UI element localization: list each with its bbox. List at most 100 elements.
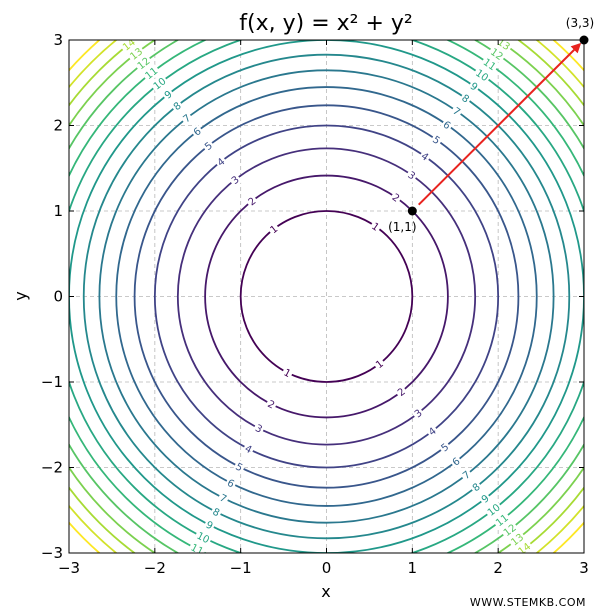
svg-text:2: 2 bbox=[390, 192, 402, 205]
svg-text:2: 2 bbox=[266, 399, 277, 412]
contour-level-5 bbox=[133, 104, 520, 489]
points: (1,1) (3,3) bbox=[388, 16, 594, 234]
point-label-1: (3,3) bbox=[566, 16, 594, 30]
svg-text:7: 7 bbox=[450, 106, 462, 119]
x-axis-ticks: −3 −2 −1 0 1 2 3 bbox=[58, 40, 589, 577]
contour-label-3-128: 3 bbox=[227, 172, 243, 188]
svg-text:2: 2 bbox=[247, 196, 259, 209]
contour-level-6 bbox=[115, 86, 538, 507]
svg-text:9: 9 bbox=[163, 89, 175, 102]
contour-level-13 bbox=[69, 40, 584, 553]
contour-label-8-243: 8 bbox=[209, 504, 224, 520]
contour-label-3-243: 3 bbox=[252, 420, 266, 436]
svg-text:3: 3 bbox=[230, 174, 242, 187]
svg-text:3: 3 bbox=[413, 408, 425, 421]
y-tick-label-3: 0 bbox=[53, 288, 63, 306]
svg-text:4: 4 bbox=[427, 426, 439, 439]
svg-text:1: 1 bbox=[268, 224, 280, 237]
x-tick-label-4: 1 bbox=[408, 559, 418, 577]
y-tick-label-4: 1 bbox=[53, 202, 63, 220]
svg-text:1: 1 bbox=[282, 367, 293, 380]
contour-label-14-308: 14 bbox=[514, 539, 535, 558]
point-label-0: (1,1) bbox=[388, 220, 416, 234]
x-tick-label-6: 3 bbox=[579, 559, 589, 577]
contour-label-4-128: 4 bbox=[213, 154, 229, 170]
contour-label-7-128: 7 bbox=[179, 110, 195, 126]
svg-text:4: 4 bbox=[243, 444, 254, 457]
chart-title: f(x, y) = x² + y² bbox=[239, 11, 412, 36]
x-tick-label-1: −2 bbox=[144, 559, 166, 577]
contour-label-11-243: 11 bbox=[187, 540, 208, 558]
contour-level-2 bbox=[204, 174, 449, 419]
svg-text:8: 8 bbox=[210, 507, 221, 520]
contour-level-8 bbox=[82, 53, 571, 540]
svg-text:3: 3 bbox=[405, 170, 417, 183]
contour-label-1-308: 1 bbox=[371, 356, 387, 372]
x-tick-label-2: −1 bbox=[230, 559, 252, 577]
contour-level-4 bbox=[153, 124, 500, 469]
svg-text:9: 9 bbox=[468, 81, 480, 94]
y-axis-label: y bbox=[11, 291, 30, 300]
contour-label-3-308: 3 bbox=[410, 405, 426, 421]
contour-label-10-243: 10 bbox=[193, 528, 214, 547]
svg-text:1: 1 bbox=[369, 221, 381, 234]
gradient-arrow bbox=[418, 42, 582, 206]
point-marker-0 bbox=[407, 206, 417, 216]
svg-text:5: 5 bbox=[439, 442, 451, 455]
contour-label-5-308: 5 bbox=[437, 439, 453, 455]
contour-label-7-243: 7 bbox=[216, 490, 231, 506]
svg-text:1: 1 bbox=[374, 358, 386, 371]
watermark: WWW.STEMKB.COM bbox=[470, 596, 586, 609]
contour-level-3 bbox=[176, 147, 477, 446]
x-axis-label: x bbox=[321, 582, 330, 601]
contour-label-2-308: 2 bbox=[393, 384, 409, 400]
svg-text:7: 7 bbox=[218, 493, 229, 506]
contour-label-6-243: 6 bbox=[224, 475, 238, 491]
svg-text:6: 6 bbox=[441, 119, 453, 132]
contour-level-1 bbox=[239, 210, 414, 383]
y-tick-label-6: 3 bbox=[53, 31, 63, 49]
contour-label-9-128: 9 bbox=[160, 86, 176, 103]
contour-label-4-55: 4 bbox=[417, 148, 433, 165]
contour-label-3-55: 3 bbox=[404, 167, 420, 183]
contour-label-5-128: 5 bbox=[200, 138, 216, 154]
svg-text:5: 5 bbox=[203, 140, 215, 153]
svg-text:6: 6 bbox=[451, 456, 463, 469]
contour-label-1-243: 1 bbox=[280, 365, 295, 381]
svg-text:14: 14 bbox=[516, 541, 533, 558]
contour-label-8-128: 8 bbox=[169, 98, 185, 114]
contour-label-9-243: 9 bbox=[202, 517, 217, 533]
contour-label-8-55: 8 bbox=[458, 90, 473, 107]
svg-text:8: 8 bbox=[172, 100, 184, 113]
y-tick-label-2: −1 bbox=[41, 373, 63, 391]
contour-label-9-308: 9 bbox=[477, 490, 493, 507]
svg-text:5: 5 bbox=[430, 134, 442, 147]
contour-label-4-308: 4 bbox=[424, 423, 440, 439]
svg-text:8: 8 bbox=[471, 482, 483, 495]
contour-label-2-55: 2 bbox=[388, 189, 404, 206]
contour-label-2-243: 2 bbox=[264, 396, 279, 412]
contour-label-1-128: 1 bbox=[266, 221, 282, 237]
contour-label-2-128: 2 bbox=[244, 193, 260, 209]
y-tick-label-5: 2 bbox=[53, 117, 63, 135]
contour-label-7-308: 7 bbox=[458, 467, 474, 483]
contour-label-7-55: 7 bbox=[449, 103, 465, 119]
contour-label-6-308: 6 bbox=[448, 453, 464, 470]
contour-level-7 bbox=[98, 69, 555, 524]
contour-labels: 1111222233334444555566667777888899991010… bbox=[118, 40, 535, 558]
x-tick-label-5: 2 bbox=[493, 559, 503, 577]
contour-label-8-308: 8 bbox=[468, 479, 484, 495]
svg-text:4: 4 bbox=[419, 151, 431, 164]
svg-text:2: 2 bbox=[396, 386, 408, 399]
svg-text:7: 7 bbox=[461, 469, 473, 482]
x-tick-label-3: 0 bbox=[322, 559, 332, 577]
svg-text:8: 8 bbox=[459, 93, 471, 106]
svg-text:10: 10 bbox=[195, 531, 211, 547]
contour-label-1-55: 1 bbox=[368, 218, 383, 235]
svg-text:11: 11 bbox=[189, 542, 205, 558]
contour-label-4-243: 4 bbox=[241, 441, 256, 457]
svg-text:6: 6 bbox=[225, 478, 236, 491]
